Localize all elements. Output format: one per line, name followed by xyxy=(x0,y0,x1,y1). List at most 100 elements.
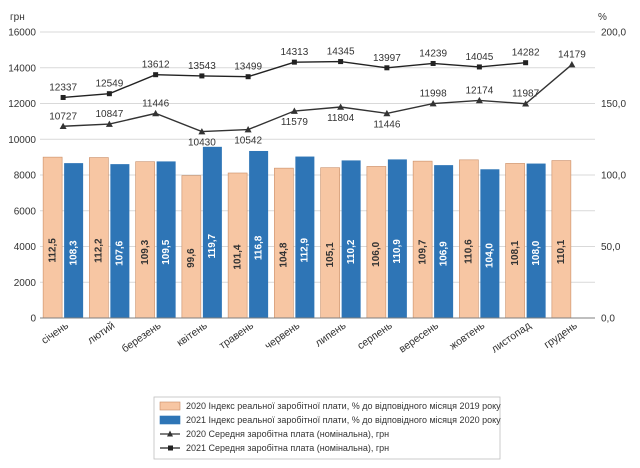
y-right-unit: % xyxy=(598,12,607,23)
y-right-tick-label: 200,0 xyxy=(601,28,626,39)
legend-label: 2021 Середня заробітна плата (номінальна… xyxy=(186,443,389,453)
bar-2020-data-label: 110,6 xyxy=(464,239,475,264)
series-line xyxy=(63,64,573,133)
y-left-tick-label: 12000 xyxy=(8,99,36,110)
y-left-tick-label: 14000 xyxy=(8,63,36,74)
bar-2021 xyxy=(110,164,130,318)
y-left-tick-label: 0 xyxy=(30,314,36,325)
y-left-tick-label: 2000 xyxy=(14,278,37,289)
point-marker xyxy=(245,74,251,80)
bar-2021-data-label: 119,7 xyxy=(207,233,218,258)
bar-2021-data-label: 116,8 xyxy=(253,235,264,260)
y-left-tick-label: 4000 xyxy=(14,242,37,253)
point-marker xyxy=(337,103,345,110)
point-data-label: 14313 xyxy=(280,47,308,58)
point-marker xyxy=(106,91,112,97)
point-data-label: 10847 xyxy=(95,109,123,120)
bar-2021-data-label: 110,9 xyxy=(392,239,403,264)
point-marker xyxy=(476,64,482,70)
legend-swatch xyxy=(159,415,181,425)
bar-2020 xyxy=(412,160,433,319)
point-data-label: 14239 xyxy=(419,48,447,59)
point-data-label: 11446 xyxy=(373,119,401,130)
bar-2020-data-label: 104,8 xyxy=(279,242,290,267)
bar-2021 xyxy=(387,159,407,318)
point-data-label: 11446 xyxy=(142,98,170,109)
point-marker xyxy=(475,96,483,104)
legend-marker xyxy=(167,430,173,437)
point-data-label: 13543 xyxy=(188,61,216,72)
point-marker xyxy=(383,109,391,117)
point-data-label: 13612 xyxy=(142,60,170,71)
bar-2021 xyxy=(156,161,176,318)
bar-2020-data-label: 112,5 xyxy=(47,238,58,263)
point-marker xyxy=(522,100,530,107)
bar-2020-data-label: 105,1 xyxy=(325,242,336,267)
x-tick-label: січень xyxy=(39,319,71,346)
point-data-label: 11804 xyxy=(327,113,355,124)
point-data-label: 14345 xyxy=(327,47,355,58)
x-tick-label: листопад xyxy=(489,320,533,356)
bar-2021-data-label: 109,5 xyxy=(161,239,172,264)
point-data-label: 11998 xyxy=(420,89,448,100)
point-data-label: 12337 xyxy=(49,82,77,93)
point-data-label: 13997 xyxy=(373,53,401,64)
bar-2021 xyxy=(64,163,84,318)
bar-2021-data-label: 108,0 xyxy=(531,240,542,265)
y-left-tick-label: 8000 xyxy=(14,171,37,182)
bar-2020 xyxy=(551,160,572,319)
x-tick-label: червень xyxy=(263,319,303,352)
bar-2021 xyxy=(341,160,361,318)
point-data-label: 12174 xyxy=(465,85,493,96)
legend-swatch xyxy=(159,401,181,411)
bar-2020-data-label: 112,2 xyxy=(94,238,105,263)
y-left-unit: грн xyxy=(10,12,25,23)
point-marker xyxy=(152,109,160,117)
y-right-tick-label: 0,0 xyxy=(601,314,615,325)
bar-2021-data-label: 112,9 xyxy=(300,238,311,263)
point-marker xyxy=(384,65,390,71)
x-tick-label: грудень xyxy=(542,319,580,351)
bar-2020 xyxy=(89,157,109,319)
bar-2020 xyxy=(42,156,63,319)
point-data-label: 10542 xyxy=(234,136,262,147)
point-marker xyxy=(105,120,113,127)
x-tick-label: серпень xyxy=(355,319,395,352)
point-data-label: 13499 xyxy=(234,62,262,73)
point-data-label: 14282 xyxy=(512,48,540,59)
bar-2021 xyxy=(295,156,315,318)
point-marker xyxy=(290,107,298,114)
point-data-label: 14179 xyxy=(558,50,586,61)
bar-2021 xyxy=(526,163,546,318)
series-line xyxy=(63,60,526,99)
x-tick-label: травень xyxy=(217,319,256,352)
point-marker xyxy=(59,122,67,130)
y-left-tick-label: 10000 xyxy=(8,135,36,146)
bar-2021-data-label: 110,2 xyxy=(346,239,357,264)
y-left-tick-label: 6000 xyxy=(14,206,37,217)
point-marker xyxy=(199,73,205,79)
point-marker xyxy=(291,59,297,65)
bar-2020 xyxy=(459,159,479,319)
bar-2020-data-label: 110,1 xyxy=(556,239,567,264)
bar-2020-data-label: 109,7 xyxy=(417,239,428,264)
bar-2021 xyxy=(249,150,269,318)
point-data-label: 11987 xyxy=(512,89,540,100)
bar-2020-data-label: 101,4 xyxy=(232,244,243,269)
x-tick-label: вересень xyxy=(397,319,441,355)
bar-2020-data-label: 108,1 xyxy=(510,240,521,265)
point-marker xyxy=(429,100,437,107)
bar-2021-data-label: 108,3 xyxy=(68,240,79,265)
x-tick-label: лютий xyxy=(85,320,117,347)
bars-layer: 112,5 108,3 112,2 107,6 109,3 109,5 99,6 119,7 1… xyxy=(42,146,572,319)
bar-2021-data-label: 106,9 xyxy=(438,241,449,266)
y-right-tick-label: 150,0 xyxy=(601,99,626,110)
point-data-label: 14045 xyxy=(465,52,493,63)
legend-label: 2020 Індекс реальної заробітної плати, %… xyxy=(186,401,501,411)
x-tick-label: березень xyxy=(120,319,164,355)
point-marker xyxy=(568,61,576,68)
legend-label: 2020 Середня заробітна плата (номінальна… xyxy=(186,429,389,439)
lines-layer: 10727 10847 11446 10430 10542 11579 11804 11446… xyxy=(49,47,586,149)
